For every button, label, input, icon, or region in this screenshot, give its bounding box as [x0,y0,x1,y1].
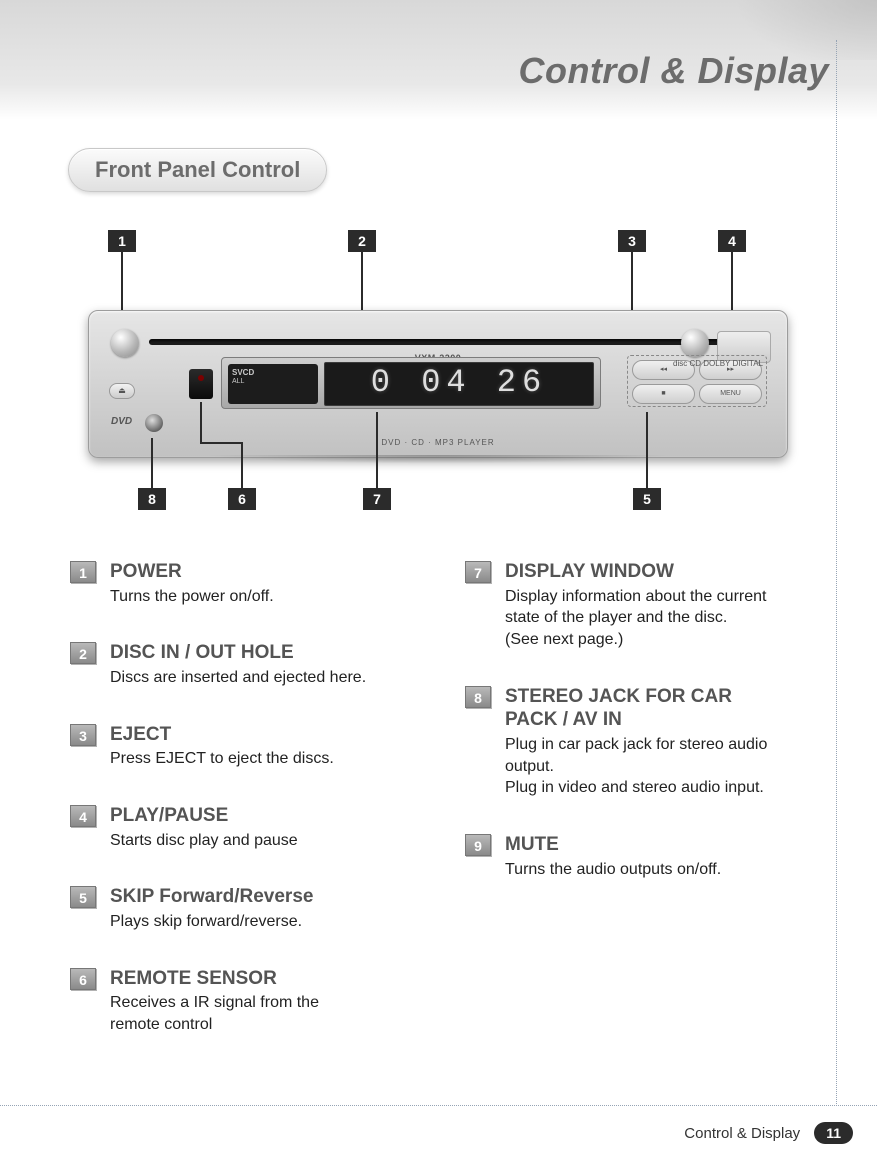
item-desc-7: Display information about the current st… [505,586,830,651]
item-title-1: POWER [110,560,435,584]
item-title-3: EJECT [110,723,435,747]
item-desc-4: Starts disc play and pause [110,830,435,852]
device-sub-label: DVD · CD · MP3 PLAYER [381,438,494,447]
item-7: 7 DISPLAY WINDOW Display information abo… [465,560,830,651]
item-9: 9 MUTE Turns the audio outputs on/off. [465,833,830,880]
device-logos: disc CD DOLBY DIGITAL [673,359,763,369]
callout-8: 8 [138,488,166,510]
lcd-display: 0 04 26 [324,362,594,406]
callout-6: 6 [228,488,256,510]
item-title-9: MUTE [505,833,830,857]
item-desc-2: Discs are inserted and ejected here. [110,667,435,689]
item-3: 3 EJECT Press EJECT to eject the discs. [70,723,435,770]
footer-label: Control & Display [684,1125,800,1142]
item-num-6: 6 [70,968,96,990]
item-title-5: SKIP Forward/Reverse [110,885,435,909]
lcd-badge-line1: SVCD [232,368,314,378]
item-desc-8: Plug in car pack jack for stereo audio o… [505,734,830,799]
description-column-right: 7 DISPLAY WINDOW Display information abo… [465,560,830,1070]
item-title-2: DISC IN / OUT HOLE [110,641,435,665]
eject-knob [681,329,709,357]
callout-7: 7 [363,488,391,510]
remote-sensor [189,369,213,399]
callout-5: 5 [633,488,661,510]
callout-line [200,402,202,442]
callout-line [241,442,243,488]
callout-line [200,442,242,444]
callout-line [151,438,153,488]
lcd-badge-line2: ALL [232,378,314,386]
item-8: 8 STEREO JACK FOR CAR PACK / AV IN Plug … [465,685,830,799]
stereo-jack [145,414,163,432]
item-2: 2 DISC IN / OUT HOLE Discs are inserted … [70,641,435,688]
item-1: 1 POWER Turns the power on/off. [70,560,435,607]
item-desc-5: Plays skip forward/reverse. [110,911,435,933]
item-title-4: PLAY/PAUSE [110,804,435,828]
lcd-badge: SVCD ALL [228,364,318,404]
description-column-left: 1 POWER Turns the power on/off. 2 DISC I… [70,560,435,1070]
item-desc-1: Turns the power on/off. [110,586,435,608]
item-title-8: STEREO JACK FOR CAR PACK / AV IN [505,685,830,733]
section-pill-label: Front Panel Control [95,157,300,182]
item-num-1: 1 [70,561,96,583]
item-num-5: 5 [70,886,96,908]
item-desc-9: Turns the audio outputs on/off. [505,859,830,881]
menu-button: MENU [699,384,762,404]
callout-3: 3 [618,230,646,252]
dvd-logo: DVD [111,416,132,427]
callout-line [376,412,378,488]
lcd-surround: SVCD ALL 0 04 26 [221,357,601,409]
callout-1: 1 [108,230,136,252]
item-title-6: REMOTE SENSOR [110,967,435,991]
page-title: Control & Display [518,50,829,92]
item-4: 4 PLAY/PAUSE Starts disc play and pause [70,804,435,851]
callout-2: 2 [348,230,376,252]
power-knob [111,329,139,357]
side-dotted-divider [836,40,837,1106]
item-num-7: 7 [465,561,491,583]
descriptions: 1 POWER Turns the power on/off. 2 DISC I… [70,560,830,1070]
eject-small-button: ⏏ [109,383,135,399]
callout-line [646,412,648,488]
item-num-8: 8 [465,686,491,708]
stop-button: ■ [632,384,695,404]
item-desc-6: Receives a IR signal from the remote con… [110,992,435,1035]
front-panel-diagram: 1 2 3 4 VXM-2200 DVD · CD · MP3 PLAYER ⏏… [88,230,788,520]
device-faceplate: VXM-2200 DVD · CD · MP3 PLAYER ⏏ DVD SVC… [88,310,788,458]
item-num-9: 9 [465,834,491,856]
item-6: 6 REMOTE SENSOR Receives a IR signal fro… [70,967,435,1036]
item-num-4: 4 [70,805,96,827]
item-5: 5 SKIP Forward/Reverse Plays skip forwar… [70,885,435,932]
section-pill: Front Panel Control [68,148,327,192]
callout-4: 4 [718,230,746,252]
footer-dotted-divider [0,1105,877,1106]
footer: Control & Display 11 [684,1122,853,1144]
item-title-7: DISPLAY WINDOW [505,560,830,584]
item-desc-3: Press EJECT to eject the discs. [110,748,435,770]
item-num-3: 3 [70,724,96,746]
footer-page-number: 11 [814,1122,853,1144]
item-num-2: 2 [70,642,96,664]
disc-slot [149,339,727,345]
